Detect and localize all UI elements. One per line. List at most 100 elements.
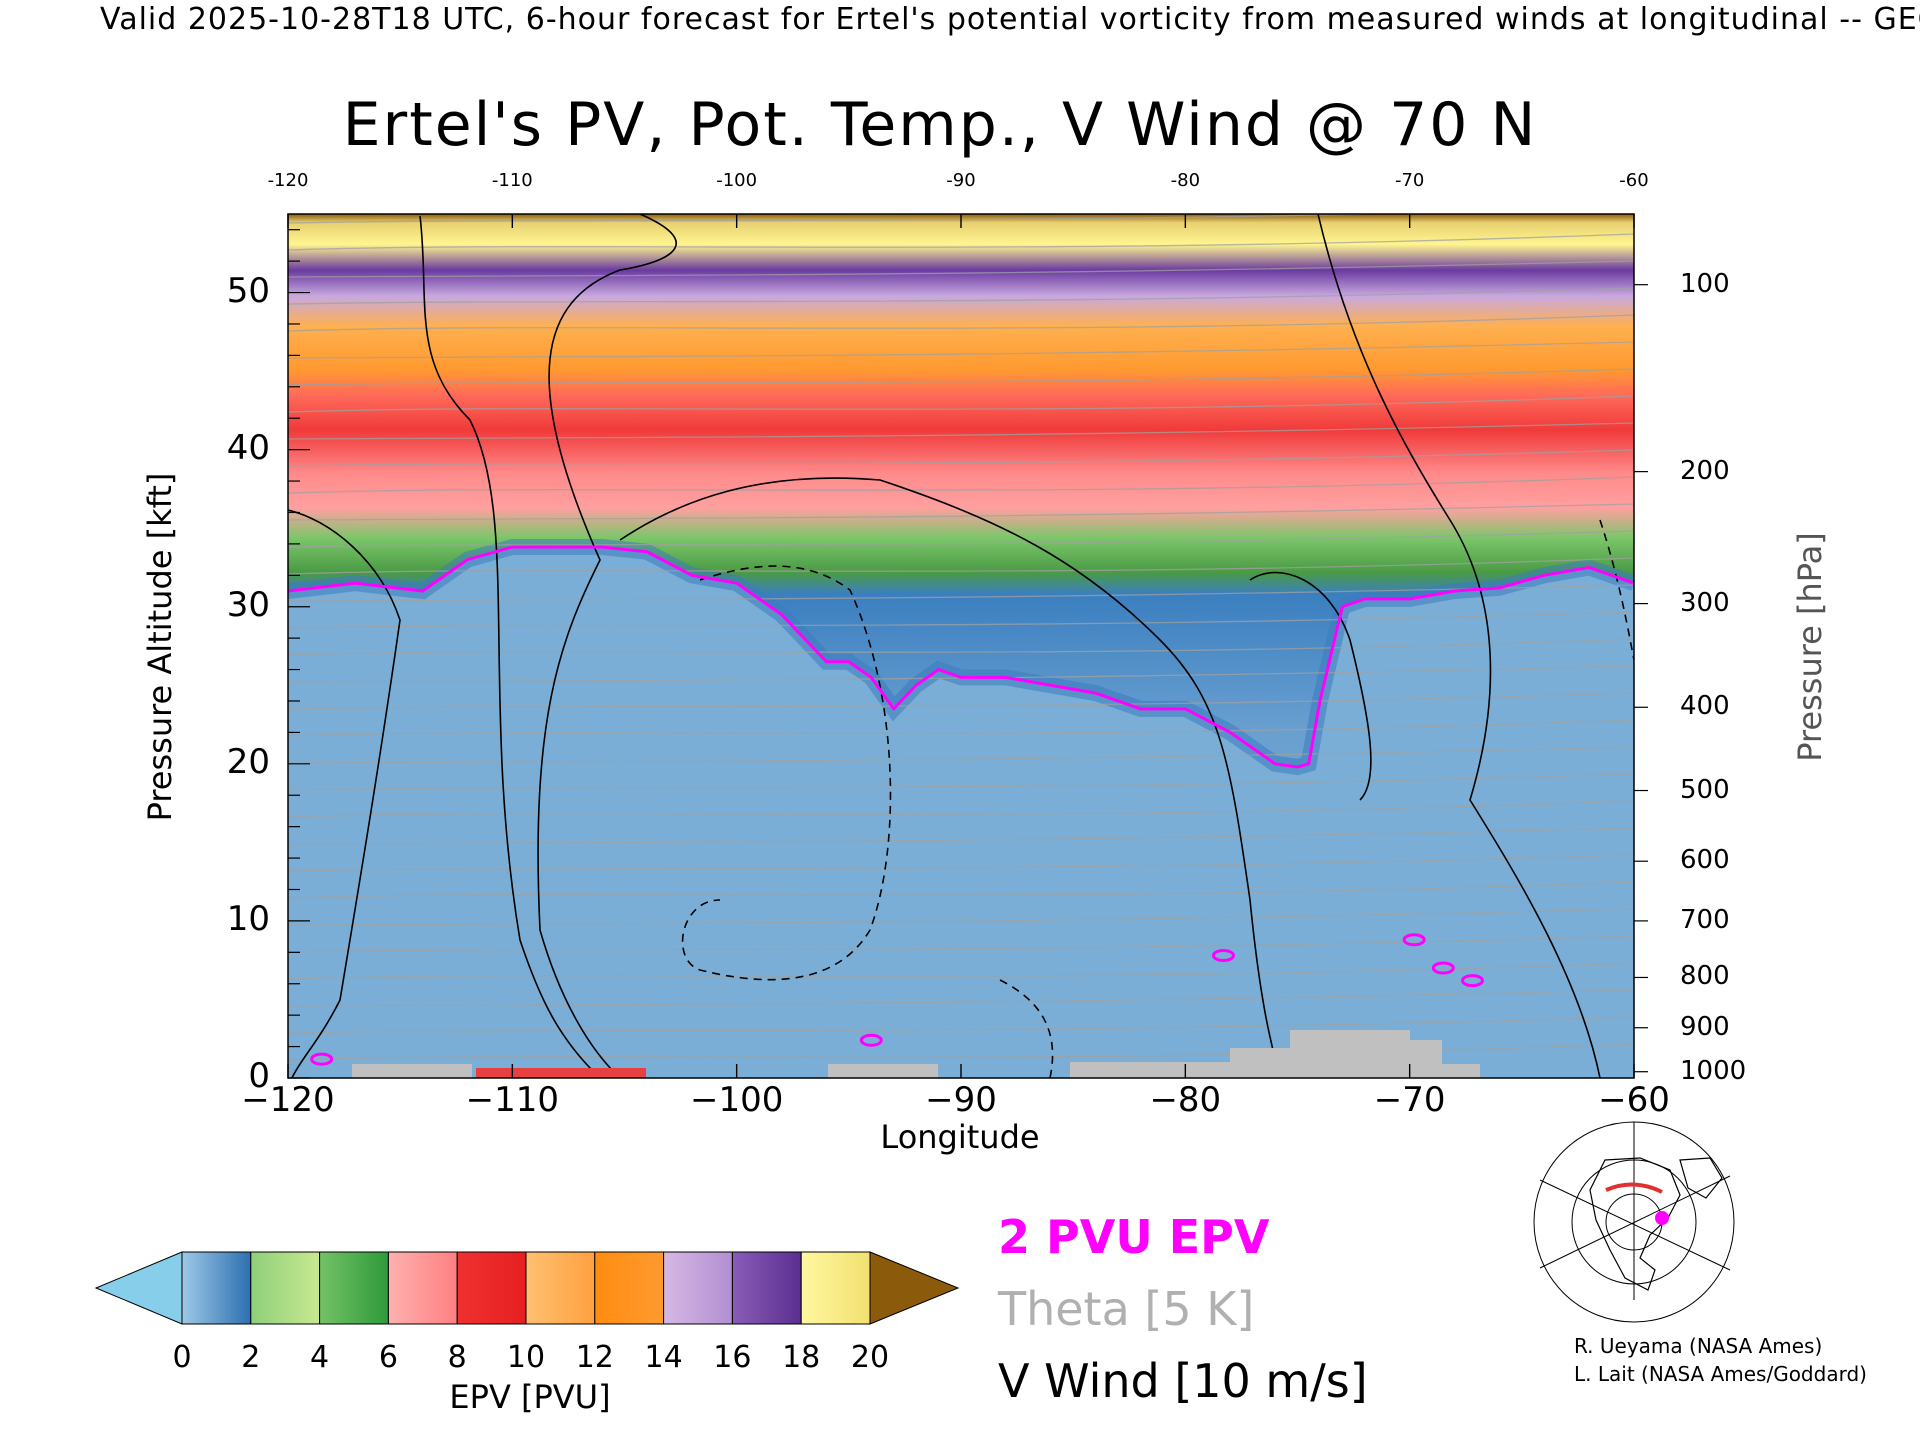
theta-line (288, 665, 1634, 683)
v-wind-line (1317, 214, 1601, 1078)
y2-axis-title: Pressure [hPa] (1791, 532, 1829, 762)
v-wind-line (288, 509, 401, 1078)
colorbar-tick-label: 12 (575, 1340, 614, 1375)
top-tick-label: -70 (1394, 170, 1425, 191)
colorbar-over-triangle (869, 1251, 960, 1325)
credit-line-1: R. Ueyama (NASA Ames) (1574, 1334, 1823, 1358)
pressure-tick-label: 300 (1680, 587, 1730, 618)
pressure-tick-label: 400 (1680, 691, 1730, 722)
theta-line (288, 341, 1634, 359)
terrain-block (1070, 1062, 1230, 1078)
locator-map (1533, 1121, 1735, 1323)
theta-line (288, 368, 1634, 386)
theta-line (288, 719, 1634, 737)
theta-line (288, 800, 1634, 818)
v-wind-line (419, 215, 601, 1078)
colorbar-segment (387, 1251, 458, 1325)
colorbar-tick-label: 20 (850, 1340, 890, 1375)
v-wind-line (999, 979, 1054, 1078)
theta-line (288, 530, 1634, 548)
colorbar-segment (181, 1251, 252, 1325)
x-tick-label: −90 (925, 1080, 997, 1120)
theta-line (288, 827, 1634, 845)
theta-line (288, 557, 1634, 575)
terrain-block (1440, 1064, 1480, 1078)
theta-line (288, 503, 1634, 521)
colorbar-segment (731, 1251, 802, 1325)
colorbar-segment (250, 1251, 321, 1325)
theta-contours (288, 214, 1634, 1061)
terrain-block (828, 1064, 938, 1078)
theta-line (288, 881, 1634, 899)
two-pvu-island (1431, 961, 1455, 975)
x-tick-label: −110 (465, 1080, 560, 1120)
theta-line (288, 773, 1634, 791)
colorbar (94, 1251, 960, 1325)
theta-line (288, 395, 1634, 413)
pressure-tick-label: 900 (1680, 1011, 1730, 1042)
top-tick-label: -90 (946, 170, 976, 191)
credit-line-2: L. Lait (NASA Ames/Goddard) (1574, 1362, 1867, 1386)
theta-line (288, 422, 1634, 440)
theta-line (288, 287, 1634, 305)
two-pvu-island (310, 1052, 334, 1066)
x-axis-title: Longitude (880, 1118, 1040, 1156)
colorbar-label: EPV [PVU] (449, 1378, 611, 1416)
top-tick-label: -120 (267, 170, 309, 191)
two-pvu-island (1402, 933, 1426, 947)
pv-field-troposphere (288, 547, 1634, 1078)
colorbar-segment (663, 1251, 733, 1325)
colorbar-segment (525, 1251, 596, 1325)
pressure-tick-label: 1000 (1680, 1055, 1747, 1086)
colorbar-tick-label: 4 (310, 1340, 330, 1375)
colorbar-segment (456, 1251, 527, 1325)
y-tick-label: 0 (248, 1056, 270, 1096)
pressure-tick-label: 100 (1680, 268, 1730, 299)
two-pvu-island (859, 1033, 883, 1047)
v-wind-line (619, 477, 1281, 1078)
two-pvu-contour (288, 545, 1634, 769)
chart-title: Ertel's PV, Pot. Temp., V Wind @ 70 N (342, 90, 1538, 160)
theta-line (288, 692, 1634, 710)
top-tick-label: -80 (1170, 170, 1201, 191)
theta-line (288, 260, 1634, 278)
colorbar-under-triangle (94, 1251, 183, 1325)
terrain-mask (352, 1030, 1480, 1078)
terrain-block (1380, 1040, 1442, 1078)
surface-pv-patch (476, 1068, 646, 1078)
v-wind-line (1599, 519, 1634, 661)
y-tick-label: 10 (226, 898, 270, 939)
theta-line (288, 611, 1634, 629)
x-tick-label: −100 (689, 1080, 784, 1120)
v-wind-line (537, 214, 677, 1078)
theta-line (288, 638, 1634, 656)
axes (287, 214, 1648, 1079)
plot-area (288, 214, 1634, 1078)
theta-line (288, 908, 1634, 926)
colorbar-tick-label: 0 (172, 1340, 192, 1375)
x-tick-label: −60 (1598, 1080, 1670, 1120)
legend-theta: Theta [5 K] (998, 1282, 1255, 1336)
legend-v-wind: V Wind [10 m/s] (998, 1354, 1368, 1408)
top-tick-label: -100 (716, 170, 758, 191)
y-tick-label: 40 (226, 427, 270, 468)
colorbar-segment (319, 1251, 389, 1325)
top-tick-label: -60 (1619, 170, 1649, 191)
v-wind-line (681, 565, 892, 981)
theta-line (288, 746, 1634, 764)
colorbar-tick-label: 18 (782, 1340, 821, 1375)
pressure-tick-label: 800 (1680, 961, 1730, 992)
x-tick-label: −80 (1149, 1080, 1222, 1120)
theta-line (288, 476, 1634, 494)
two-pvu-island (1460, 974, 1484, 988)
pressure-tick-label: 700 (1680, 904, 1730, 935)
pressure-tick-label: 600 (1680, 845, 1730, 876)
theta-line (288, 233, 1634, 251)
colorbar-tick-label: 2 (241, 1340, 261, 1375)
colorbar-tick-label: 16 (713, 1340, 752, 1375)
colorbar-tick-label: 6 (378, 1340, 398, 1375)
theta-line (288, 854, 1634, 872)
x-tick-label: −70 (1373, 1080, 1446, 1120)
colorbar-tick-label: 14 (644, 1340, 683, 1375)
